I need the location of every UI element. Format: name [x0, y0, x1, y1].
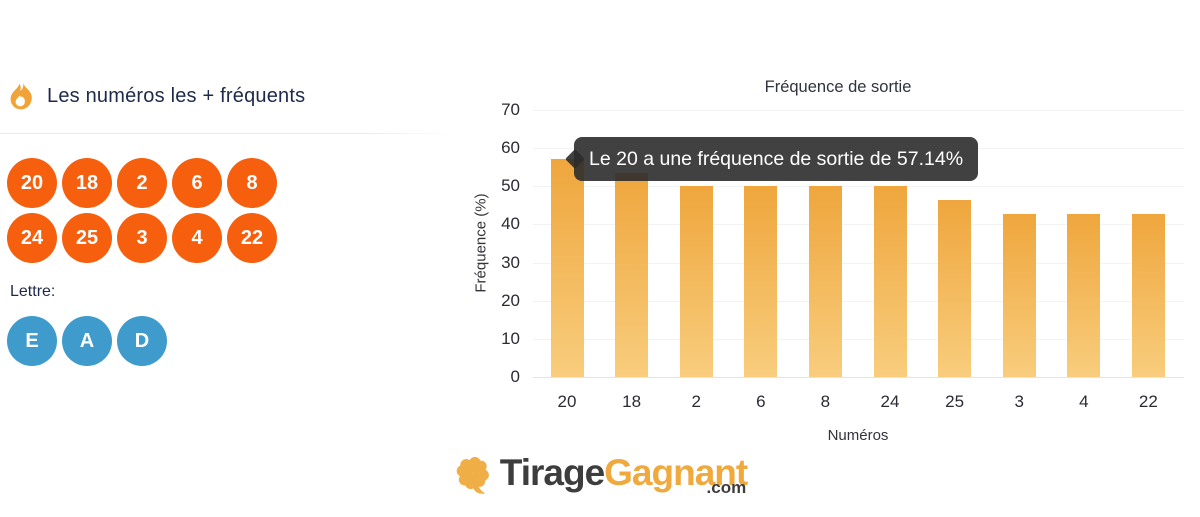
gridline-70 — [533, 110, 1184, 111]
x-tick-label-22: 22 — [1138, 392, 1158, 411]
number-ball-8: 8 — [227, 158, 277, 208]
number-ball-25: 25 — [62, 213, 112, 263]
y-tick-label-60: 60 — [501, 138, 520, 158]
y-tick-label-40: 40 — [501, 214, 520, 234]
bar-20[interactable] — [550, 159, 584, 377]
bar-25[interactable] — [938, 199, 972, 377]
gridline-20 — [533, 300, 1184, 302]
number-ball-2: 2 — [117, 158, 167, 208]
y-tick-label-70: 70 — [501, 100, 520, 119]
x-tick-label-18: 18 — [622, 392, 642, 411]
letter-ball-E: E — [7, 316, 57, 366]
number-ball-4: 4 — [172, 213, 222, 263]
x-tick-label-25: 25 — [945, 392, 965, 411]
x-tick-label-4: 4 — [1079, 392, 1089, 411]
bar-18[interactable] — [615, 172, 649, 377]
divider — [0, 133, 456, 134]
clover-icon — [453, 453, 493, 499]
number-ball-3: 3 — [117, 213, 167, 263]
x-tick-label-24: 24 — [880, 392, 900, 411]
lettre-label: Lettre: — [10, 283, 56, 300]
bar-8[interactable] — [808, 186, 842, 377]
bar-chart-plot-area — [533, 110, 1184, 378]
gridline-30 — [533, 262, 1184, 264]
bar-2[interactable] — [679, 186, 713, 377]
letter-ball-A: A — [62, 316, 112, 366]
logo-text: TirageGagnant .com — [499, 450, 748, 508]
x-tick-label-8: 8 — [820, 392, 831, 411]
x-tick-label-3: 3 — [1014, 392, 1024, 411]
y-tick-label-10: 10 — [501, 328, 520, 348]
gridline-50 — [533, 186, 1184, 188]
x-axis-title: Numéros — [827, 427, 889, 444]
gridline-10 — [533, 338, 1184, 340]
number-ball-22: 22 — [227, 213, 277, 263]
number-ball-20: 20 — [7, 158, 57, 208]
y-axis-title: Fréquence (%) — [472, 193, 490, 293]
logo-part-gagnant: Gagnant — [604, 452, 748, 493]
frequent-numbers-grid: 20 18 2 6 8 24 25 3 4 22 — [7, 158, 279, 263]
chart-title: Fréquence de sortie — [764, 78, 912, 96]
panel-title: Les numéros les + fréquents — [47, 84, 306, 107]
bar-4[interactable] — [1067, 213, 1101, 377]
x-tick-label-20: 20 — [557, 392, 577, 411]
bar-6[interactable] — [744, 186, 778, 377]
flame-icon — [10, 82, 34, 110]
gridline-0 — [533, 377, 1184, 378]
logo-part-tirage: Tirage — [499, 452, 605, 493]
bar-3[interactable] — [1002, 213, 1036, 377]
y-tick-label-50: 50 — [501, 176, 520, 196]
number-ball-18: 18 — [62, 158, 112, 208]
x-tick-label-2: 2 — [691, 392, 701, 411]
frequent-numbers-header: Les numéros les + fréquents — [10, 82, 305, 110]
bar-22[interactable] — [1131, 213, 1165, 377]
logo-tld: .com — [706, 478, 747, 497]
x-tick-label-6: 6 — [756, 392, 766, 411]
letter-ball-D: D — [117, 316, 167, 366]
y-tick-label-30: 30 — [501, 252, 520, 272]
y-tick-label-0: 0 — [510, 367, 520, 386]
y-tick-label-20: 20 — [501, 290, 520, 310]
number-ball-6: 6 — [172, 158, 222, 208]
number-ball-24: 24 — [7, 213, 57, 263]
bar-24[interactable] — [873, 186, 907, 377]
chart-tooltip: Le 20 a une fréquence de sortie de 57.14… — [574, 137, 979, 181]
gridline-40 — [533, 224, 1184, 226]
site-logo: TirageGagnant .com — [453, 450, 748, 508]
